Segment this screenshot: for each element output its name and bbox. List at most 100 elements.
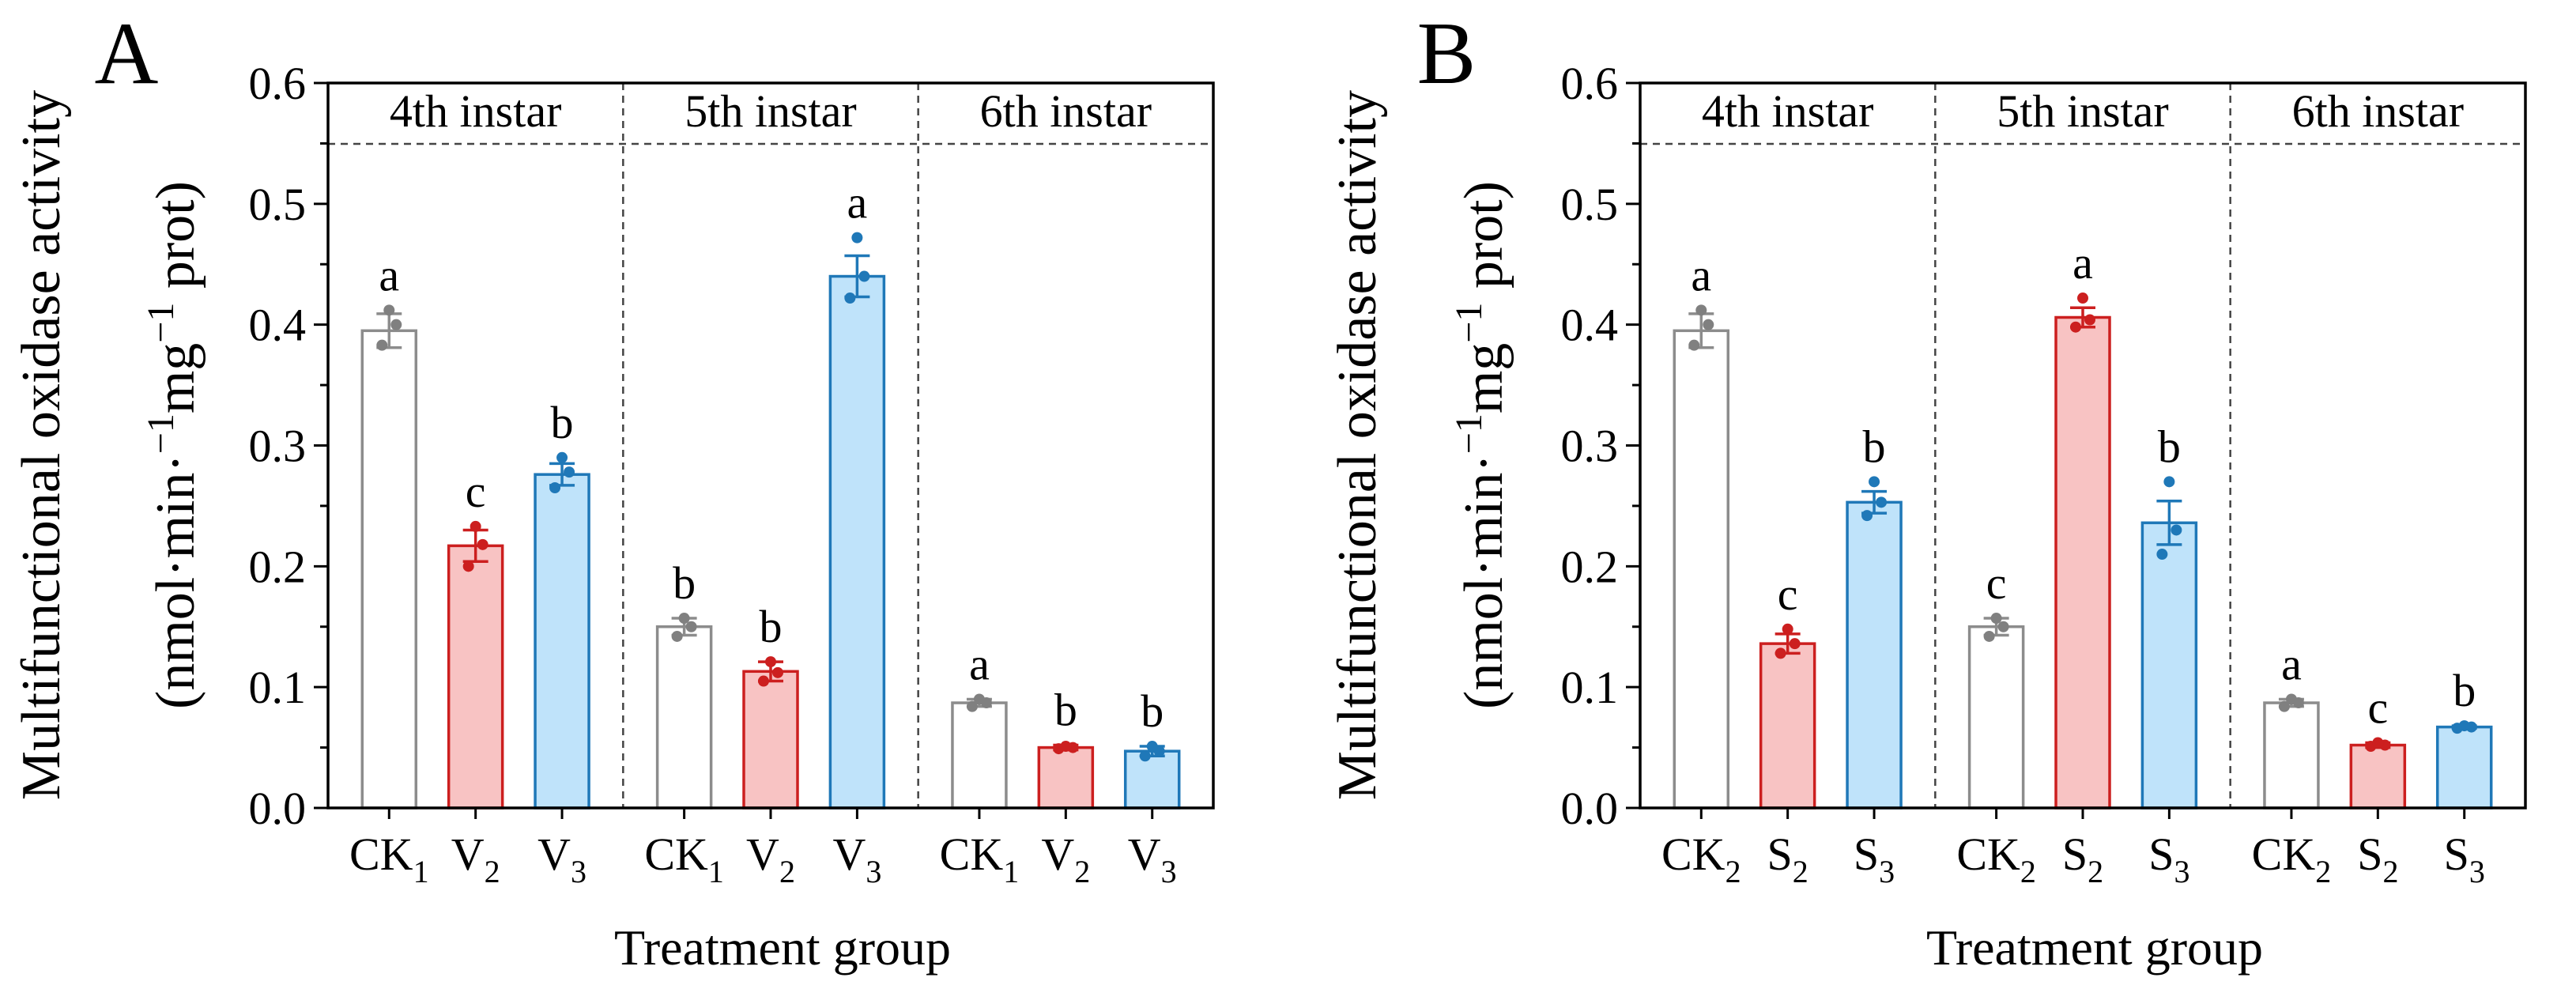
replicate-point bbox=[556, 451, 568, 463]
x-tick-base: V bbox=[1041, 828, 1074, 880]
x-tick-label: S3 bbox=[1854, 828, 1895, 889]
replicate-point bbox=[376, 339, 388, 351]
unit-superscript: −1 bbox=[140, 303, 182, 343]
significance-letter: a bbox=[969, 638, 990, 689]
unit-part: (nmol·min· bbox=[1454, 454, 1514, 709]
x-tick-subscript: 2 bbox=[2088, 854, 2103, 889]
replicate-point bbox=[2278, 700, 2290, 712]
significance-letter: b bbox=[760, 601, 783, 652]
replicate-point bbox=[1789, 638, 1801, 650]
replicate-point bbox=[678, 613, 690, 625]
panel-label: A bbox=[95, 5, 159, 103]
y-tick-label: 0.0 bbox=[249, 783, 307, 834]
chart-panel-a: A Multifunctional oxidase activity (nmol·m… bbox=[11, 5, 1215, 976]
replicate-point bbox=[2084, 314, 2095, 326]
unit-superscript: −1 bbox=[1448, 303, 1490, 343]
bar bbox=[534, 473, 590, 810]
y-tick-label: 0.2 bbox=[249, 541, 307, 592]
replicate-point bbox=[758, 675, 769, 687]
plot-frame bbox=[326, 81, 1215, 810]
significance-letter: c bbox=[1778, 568, 1798, 620]
x-tick-base: CK bbox=[644, 828, 708, 880]
significance-letter: a bbox=[2281, 638, 2302, 689]
replicate-point bbox=[1060, 741, 1072, 753]
bar bbox=[951, 701, 1008, 810]
replicate-point bbox=[477, 538, 488, 550]
bar bbox=[1673, 329, 1730, 810]
y-tick-label: 0.5 bbox=[249, 179, 307, 230]
x-tick-subscript: 3 bbox=[2174, 854, 2190, 889]
replicate-point bbox=[2156, 549, 2168, 561]
unit-superscript: −1 bbox=[1448, 413, 1490, 454]
bar bbox=[2140, 521, 2198, 810]
significance-letter: b bbox=[2158, 421, 2181, 472]
replicate-point bbox=[390, 319, 402, 330]
y-axis-unit: (nmol·min·−1mg−1 prot) bbox=[140, 181, 206, 709]
stage-label: 5th instar bbox=[1997, 85, 2168, 137]
x-tick-subscript: 1 bbox=[413, 854, 429, 889]
x-tick-subscript: 2 bbox=[1074, 854, 1090, 889]
bar bbox=[447, 544, 504, 810]
significance-letter: a bbox=[379, 249, 399, 300]
replicate-point bbox=[772, 666, 783, 678]
x-tick-base: S bbox=[2444, 828, 2469, 880]
replicate-point bbox=[2372, 737, 2384, 749]
replicate-point bbox=[1997, 621, 2009, 632]
x-tick-subscript: 3 bbox=[1161, 854, 1177, 889]
y-tick-label: 0.2 bbox=[1561, 541, 1619, 592]
replicate-point bbox=[858, 270, 870, 282]
stage-label: 4th instar bbox=[1702, 85, 1873, 137]
significance-letter: b bbox=[551, 397, 574, 448]
y-axis-label: Multifunctional oxidase activity bbox=[1327, 90, 1388, 800]
unit-part: prot bbox=[145, 199, 206, 303]
significance-letter: c bbox=[1986, 557, 2007, 609]
unit-part: mg bbox=[1454, 343, 1514, 413]
x-tick-label: V2 bbox=[746, 828, 795, 889]
x-tick-label: V3 bbox=[537, 828, 586, 889]
replicate-point bbox=[1983, 630, 1995, 642]
chart-panel-b: B Multifunctional oxidase activity (nmol·m… bbox=[1327, 5, 2527, 976]
replicate-point bbox=[1139, 750, 1151, 762]
x-tick-label: S3 bbox=[2148, 828, 2189, 889]
replicate-point bbox=[685, 621, 697, 632]
panel-label: B bbox=[1417, 5, 1477, 103]
x-tick-base: V bbox=[451, 828, 485, 880]
x-tick-label: S2 bbox=[1767, 828, 1808, 889]
replicate-point bbox=[1695, 304, 1707, 316]
x-tick-label: S2 bbox=[2062, 828, 2103, 889]
x-tick-subscript: 3 bbox=[1879, 854, 1895, 889]
stage-label: 4th instar bbox=[390, 85, 561, 137]
x-tick-subscript: 2 bbox=[2020, 854, 2036, 889]
x-tick-base: CK bbox=[1956, 828, 2020, 880]
replicate-point bbox=[1703, 319, 1714, 330]
bar bbox=[1123, 749, 1181, 810]
x-tick-base: V bbox=[537, 828, 571, 880]
x-tick-subscript: 3 bbox=[571, 854, 586, 889]
x-tick-label: CK2 bbox=[2252, 828, 2332, 889]
replicate-point bbox=[1146, 741, 1158, 753]
stage-label: 6th instar bbox=[2292, 85, 2464, 137]
replicate-point bbox=[564, 466, 575, 478]
replicate-point bbox=[671, 630, 683, 642]
x-tick-base: V bbox=[1128, 828, 1161, 880]
replicate-point bbox=[2163, 476, 2175, 488]
replicate-point bbox=[2285, 693, 2297, 705]
bar bbox=[742, 670, 799, 810]
x-tick-subscript: 2 bbox=[1726, 854, 1741, 889]
unit-part: (nmol·min· bbox=[145, 454, 206, 709]
x-axis-label: Treatment group bbox=[614, 919, 951, 976]
x-tick-base: S bbox=[2148, 828, 2174, 880]
x-tick-base: S bbox=[2357, 828, 2382, 880]
y-axis-unit: (nmol·min·−1mg−1 prot) bbox=[1448, 181, 1514, 709]
x-tick-subscript: 1 bbox=[708, 854, 724, 889]
x-tick-base: CK bbox=[940, 828, 1004, 880]
unit-part: ) bbox=[145, 181, 206, 199]
x-tick-label: V3 bbox=[1128, 828, 1177, 889]
replicate-point bbox=[1775, 647, 1786, 659]
bar bbox=[1759, 642, 1816, 810]
y-tick-label: 0.6 bbox=[1561, 58, 1619, 109]
replicate-point bbox=[1782, 623, 1793, 635]
x-tick-base: V bbox=[832, 828, 866, 880]
y-tick-label: 0.1 bbox=[249, 662, 307, 713]
